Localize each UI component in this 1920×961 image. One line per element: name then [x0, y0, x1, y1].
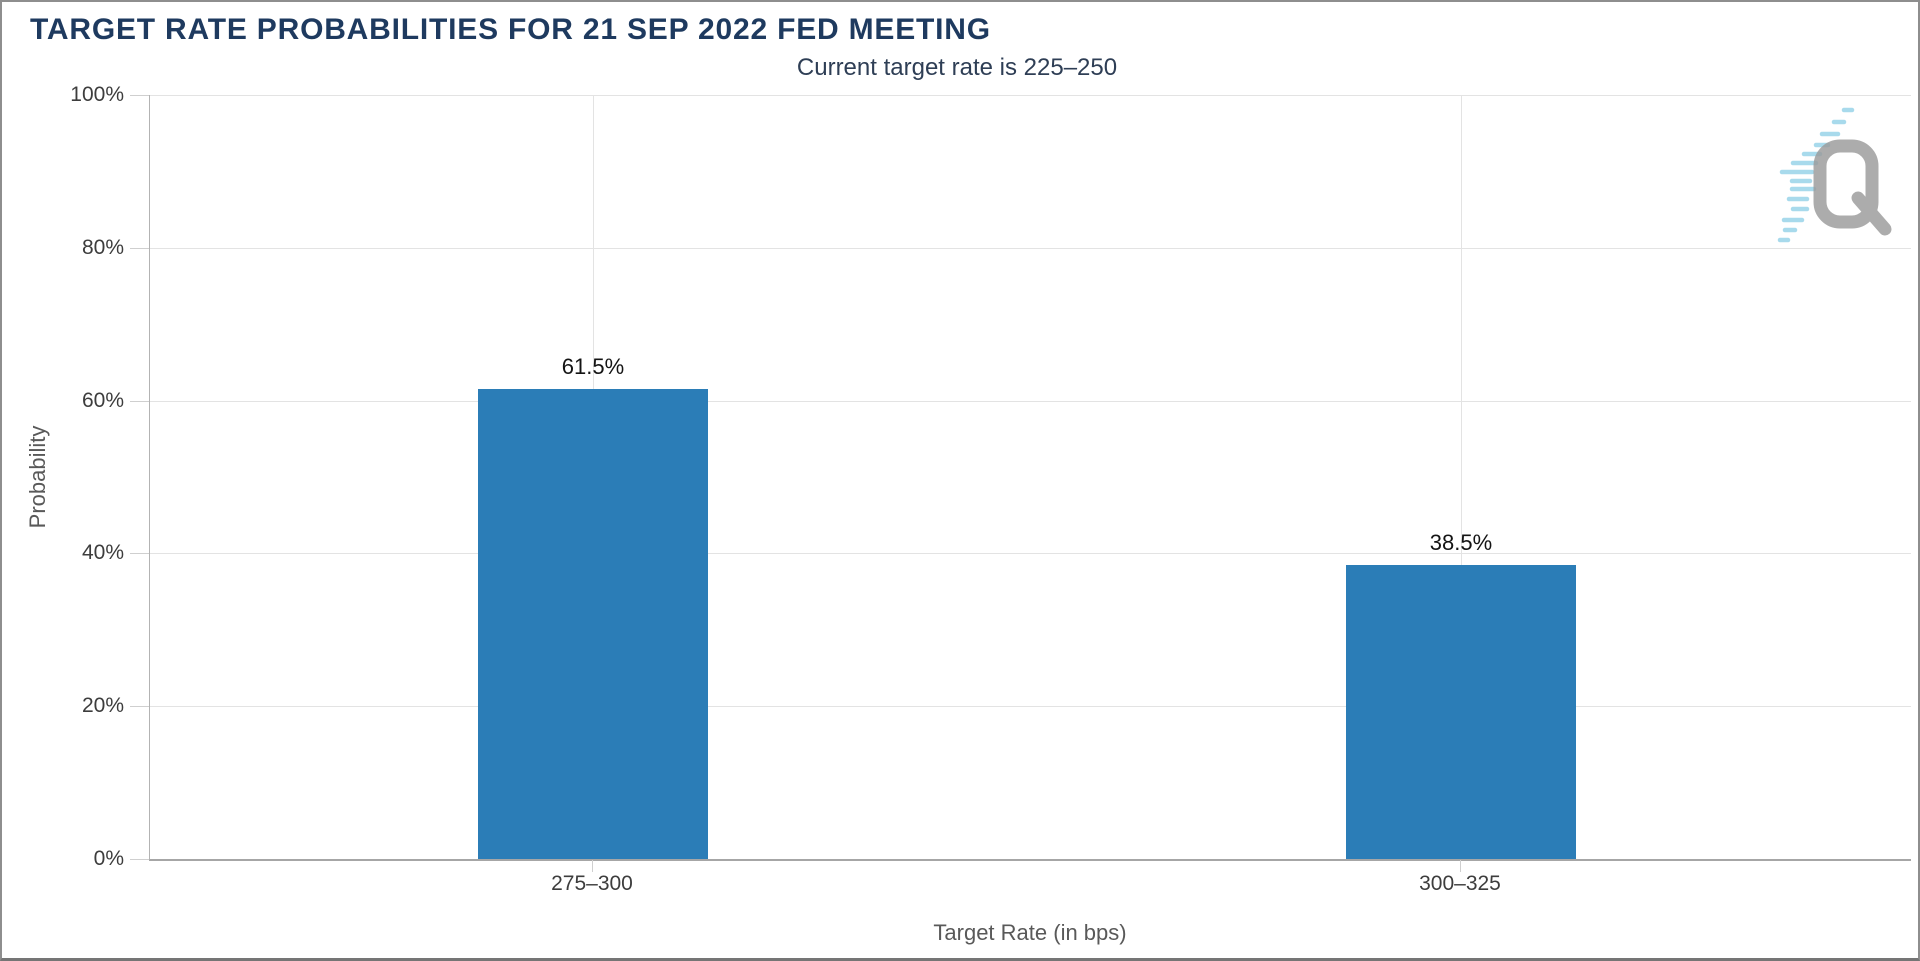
x-axis-title: Target Rate (in bps) [933, 920, 1127, 945]
gridline-category-2 [1461, 95, 1462, 859]
x-tickmark [592, 860, 593, 872]
chart-title: TARGET RATE PROBABILITIES FOR 21 SEP 202… [30, 13, 991, 46]
plot-area: 61.5% 38.5% [149, 95, 1911, 861]
y-tickmark [130, 706, 149, 707]
gridline-80pct [150, 248, 1911, 249]
gridline-20pct [150, 706, 1911, 707]
gridline-60pct [150, 401, 1911, 402]
q-logo [1777, 107, 1892, 243]
gridline-100pct [150, 95, 1911, 96]
y-tickmark [130, 553, 149, 554]
bar-300-325 [1346, 565, 1576, 859]
bar-value-label: 38.5% [1429, 530, 1493, 555]
y-tick-label: 20% [81, 694, 124, 717]
x-tick-label: 300–325 [1419, 872, 1501, 895]
y-tick-label: 40% [81, 541, 124, 564]
x-tick-label: 275–300 [551, 872, 633, 895]
y-axis-title: Probability [25, 425, 50, 529]
y-tick-label: 60% [81, 389, 124, 412]
bar-group-275-300: 61.5% [478, 95, 708, 859]
y-tickmark [130, 859, 149, 860]
bar-value-label: 61.5% [561, 354, 625, 379]
y-tick-label: 0% [93, 847, 124, 870]
y-tickmark [130, 95, 149, 96]
x-tickmark [1460, 860, 1461, 872]
y-tickmark [130, 248, 149, 249]
y-tick-label: 100% [70, 83, 124, 106]
bar-group-300-325: 38.5% [1346, 95, 1576, 859]
bar-275-300 [478, 389, 708, 859]
chart-subtitle: Current target rate is 225–250 [796, 54, 1118, 81]
gridline-40pct [150, 553, 1911, 554]
y-tickmark [130, 401, 149, 402]
y-tick-label: 80% [81, 236, 124, 259]
